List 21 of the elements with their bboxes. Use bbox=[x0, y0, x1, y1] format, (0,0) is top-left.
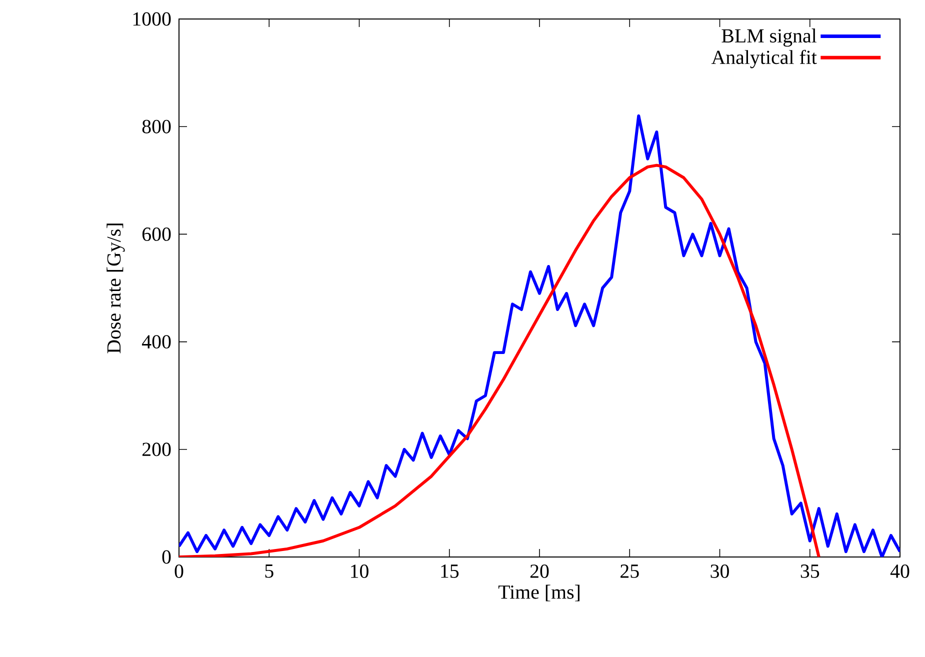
x-tick-label: 5 bbox=[265, 564, 274, 578]
y-tick-label: 1000 bbox=[133, 12, 171, 26]
x-tick-label: 0 bbox=[174, 564, 184, 578]
line-series bbox=[179, 164, 820, 557]
x-tick-label: 35 bbox=[800, 564, 820, 578]
x-tick-label: 40 bbox=[890, 564, 910, 578]
x-tick-label: 20 bbox=[530, 564, 549, 578]
line-series bbox=[179, 114, 900, 557]
legend-label: BLM signal bbox=[722, 28, 816, 47]
y-tick-label: 0 bbox=[162, 550, 171, 564]
x-axis-title: Time [ms] bbox=[498, 584, 580, 602]
legend-label: Analytical fit bbox=[711, 50, 817, 68]
y-tick-label: 600 bbox=[142, 227, 171, 241]
y-tick-label: 800 bbox=[142, 120, 171, 134]
x-tick-label: 30 bbox=[710, 564, 729, 578]
y-tick-label: 200 bbox=[142, 442, 171, 456]
y-tick-label: 400 bbox=[142, 335, 171, 349]
x-tick-label: 15 bbox=[441, 564, 459, 578]
y-axis-title: Dose rate [Gy/s] bbox=[106, 224, 125, 354]
x-tick-label: 10 bbox=[351, 564, 368, 578]
x-tick-label: 25 bbox=[620, 564, 639, 578]
